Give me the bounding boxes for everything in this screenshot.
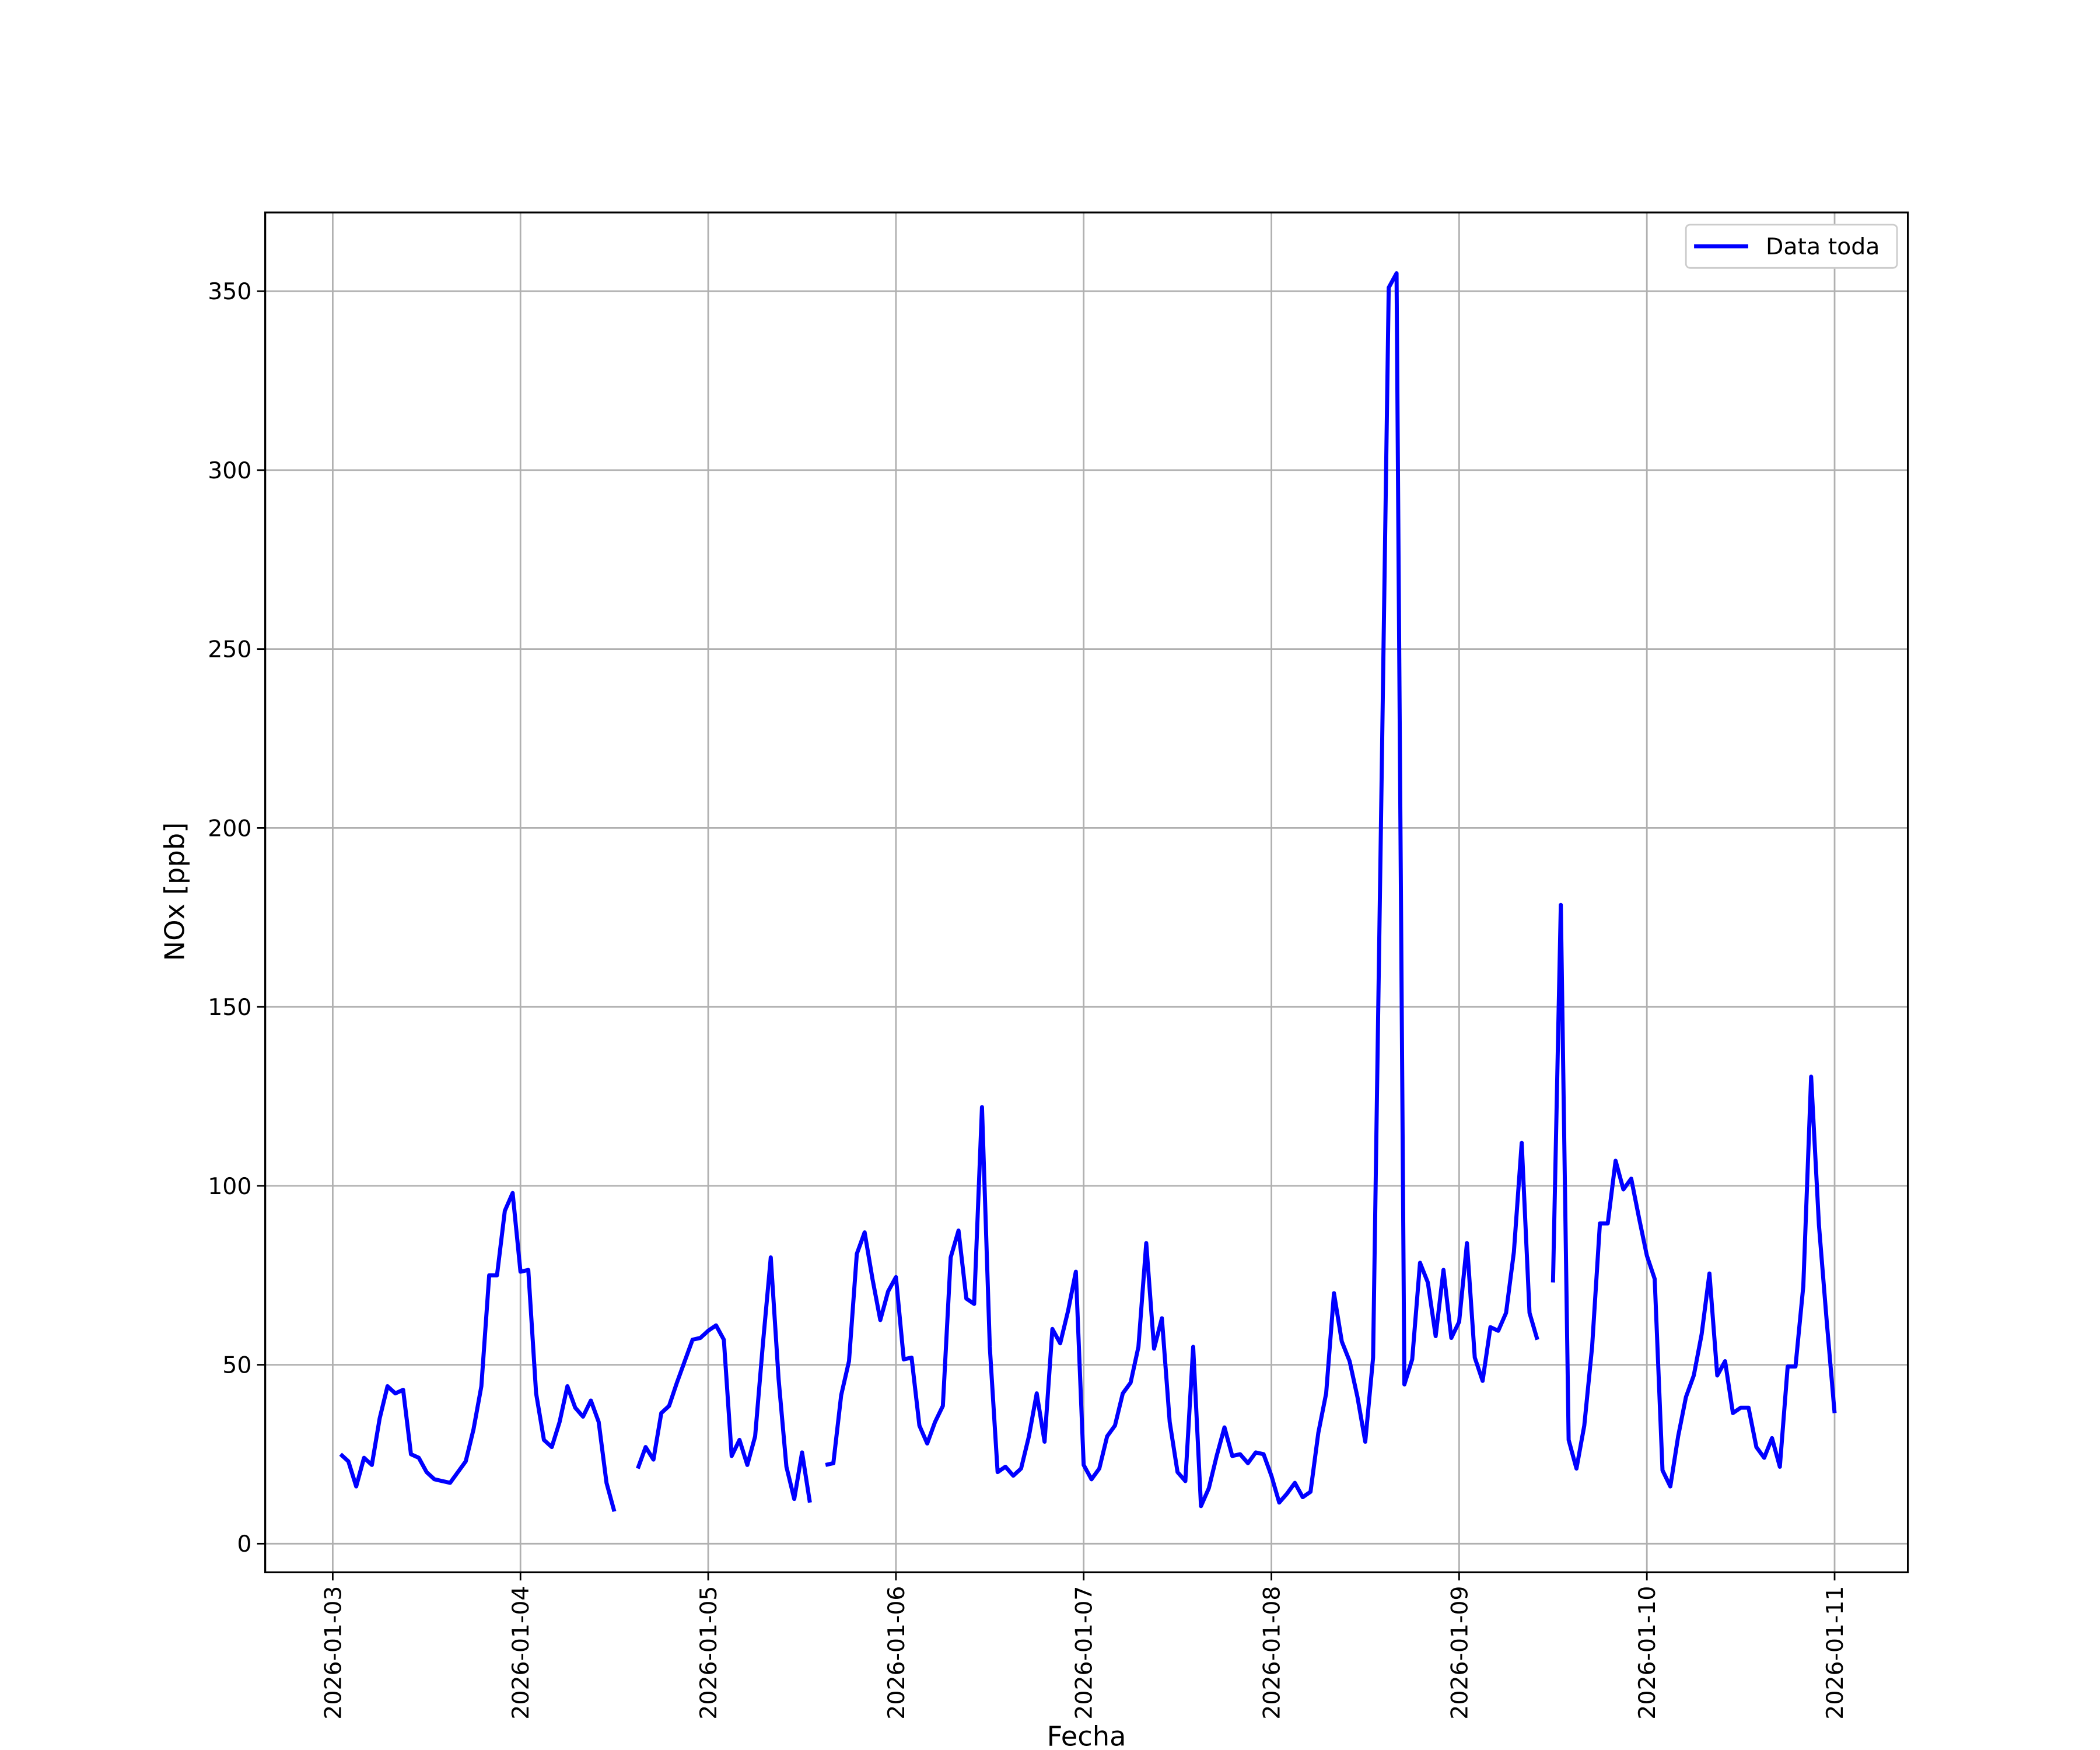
legend-box (1685, 223, 1898, 269)
x-tick-label: 2026-01-03 (320, 1586, 346, 1720)
data-line (339, 271, 1837, 1513)
legend-label: Data toda (1766, 233, 1880, 260)
x-tick-label: 2026-01-08 (1258, 1586, 1285, 1720)
x-tick-label: 2026-01-11 (1822, 1586, 1849, 1720)
x-tick-label: 2026-01-06 (883, 1586, 910, 1720)
y-axis-label: NOx [ppb] (159, 822, 190, 961)
y-tick-label: 0 (237, 1531, 251, 1558)
x-tick-label: 2026-01-10 (1634, 1586, 1661, 1720)
x-tick-label: 2026-01-09 (1446, 1586, 1473, 1720)
y-tick-label: 350 (208, 278, 251, 305)
y-tick-label: 250 (208, 636, 251, 663)
y-tick-label: 150 (208, 994, 251, 1021)
y-tick-label: 100 (208, 1173, 251, 1200)
y-tick-label: 200 (208, 815, 251, 842)
y-tick-label: 300 (208, 457, 251, 484)
y-tick-label: 50 (222, 1352, 251, 1379)
x-tick-label: 2026-01-07 (1071, 1586, 1098, 1720)
x-tick-label: 2026-01-04 (508, 1586, 534, 1720)
x-axis-label: Fecha (1047, 1720, 1126, 1750)
legend: Data toda (1685, 223, 1898, 269)
x-tick-label: 2026-01-05 (695, 1586, 722, 1720)
plot-frame (264, 211, 1909, 1574)
